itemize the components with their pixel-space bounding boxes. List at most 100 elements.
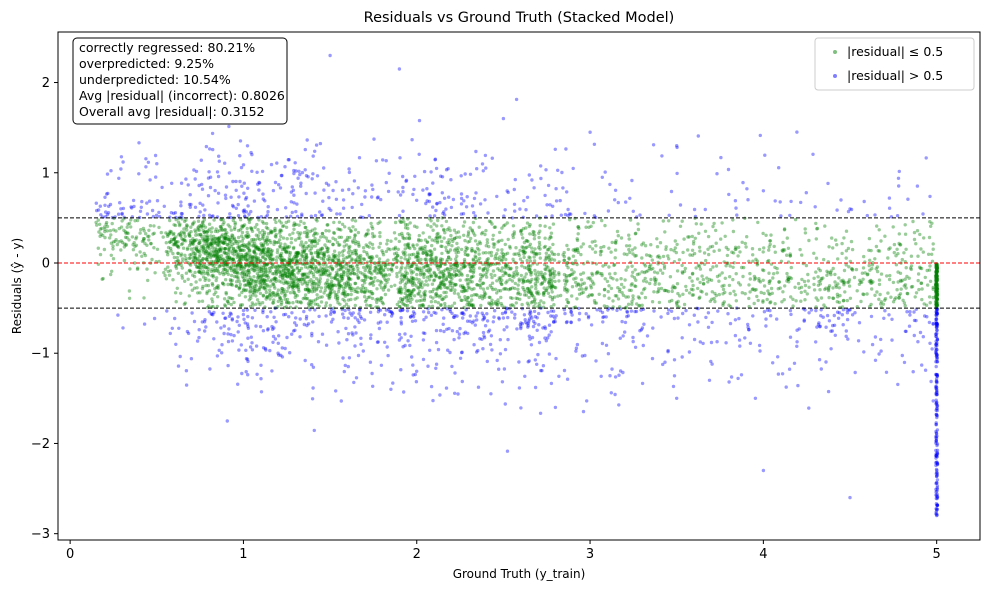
point-within-threshold [415,243,419,247]
point-within-threshold [250,229,255,233]
point-within-threshold [422,275,426,280]
point-outside-threshold [226,332,230,336]
point-within-threshold [288,291,293,295]
point-within-threshold [922,236,926,240]
point-within-threshold [353,234,357,238]
point-within-threshold [600,273,604,278]
point-within-threshold [360,283,365,288]
point-outside-threshold [327,206,331,211]
point-within-threshold [272,278,277,282]
point-within-threshold [921,250,925,254]
point-within-threshold [489,272,493,277]
point-within-threshold [202,275,206,279]
point-outside-threshold [534,214,539,218]
point-within-threshold [424,279,428,283]
point-within-threshold [624,268,628,272]
point-within-threshold [293,293,298,297]
point-within-threshold [222,251,226,255]
point-outside-threshold [669,309,674,313]
point-within-threshold [427,270,431,274]
point-outside-threshold [389,387,393,391]
point-within-threshold [929,224,933,228]
point-within-threshold [268,297,272,301]
point-within-threshold [208,227,212,231]
point-outside-threshold [208,367,212,371]
point-within-threshold [682,302,687,307]
point-within-threshold [134,237,138,241]
point-within-threshold [287,282,291,287]
point-within-threshold [712,296,716,301]
point-outside-threshold [320,332,325,336]
point-within-threshold [415,250,420,254]
point-within-threshold [800,253,804,257]
point-within-threshold [206,283,211,288]
point-outside-threshold [927,320,932,325]
point-within-threshold [469,266,473,270]
point-within-threshold [351,225,355,229]
point-outside-threshold [802,318,806,322]
point-within-threshold [919,281,923,285]
point-outside-threshold [179,181,184,185]
point-within-threshold [804,263,809,268]
point-outside-threshold [472,343,476,347]
point-within-threshold [329,264,333,268]
point-within-threshold [483,266,488,270]
point-within-threshold [902,284,906,288]
point-within-threshold [384,249,389,254]
point-outside-threshold [410,355,414,359]
point-outside-threshold [379,320,383,324]
point-within-threshold [264,238,269,242]
point-within-threshold [518,292,522,297]
point-within-threshold [528,259,533,263]
point-within-threshold [219,263,223,267]
point-outside-threshold [246,373,250,377]
point-within-threshold [526,264,531,268]
point-within-threshold [327,296,331,301]
point-outside-threshold [835,310,840,314]
point-within-threshold [471,274,475,278]
point-within-threshold [280,286,284,291]
point-within-threshold [471,264,475,269]
point-within-threshold [314,258,318,263]
point-within-threshold [196,228,200,232]
point-within-threshold [442,227,446,232]
point-within-threshold [518,257,523,261]
point-outside-threshold [203,329,207,333]
point-within-threshold [377,257,382,261]
point-within-threshold [416,292,420,296]
point-within-threshold [290,272,294,276]
point-within-threshold [450,277,454,281]
point-within-threshold [547,237,551,241]
point-outside-threshold [884,370,889,374]
point-within-threshold [609,275,613,280]
point-outside-threshold [363,189,368,193]
point-within-threshold [340,264,345,269]
point-within-threshold [903,304,907,308]
point-outside-threshold [236,214,241,218]
point-within-threshold [657,254,661,258]
point-within-threshold [540,281,544,286]
point-outside-threshold [779,214,783,218]
point-outside-threshold [882,316,886,320]
point-within-threshold [348,271,352,275]
point-within-threshold [226,272,230,277]
point-within-threshold [635,302,639,306]
point-within-threshold [340,250,345,254]
point-outside-threshold [410,319,415,323]
point-within-threshold [721,301,725,306]
point-within-threshold [276,292,280,297]
point-within-threshold [484,263,488,267]
point-outside-threshold [640,381,645,386]
point-outside-threshold [361,349,365,353]
point-within-threshold [520,264,524,268]
point-within-threshold [259,265,263,269]
point-outside-threshold [197,335,201,340]
point-within-threshold [254,246,258,251]
point-within-threshold [103,227,107,231]
point-outside-threshold [577,318,581,322]
point-within-threshold [590,280,595,284]
point-within-threshold [683,266,687,271]
point-within-threshold [875,224,879,228]
point-outside-threshold [162,204,166,208]
point-outside-threshold [527,312,532,316]
